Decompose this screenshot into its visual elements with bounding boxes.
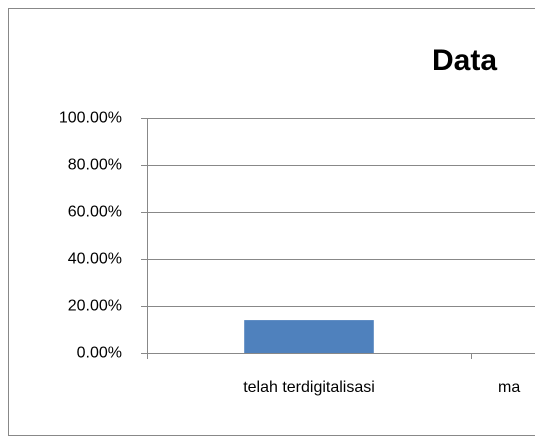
y-tick-label: 40.00% xyxy=(68,251,122,268)
chart-border xyxy=(8,8,535,436)
y-tick-label: 20.00% xyxy=(68,298,122,315)
y-tick-label: 100.00% xyxy=(59,110,122,127)
y-tick-label: 60.00% xyxy=(68,204,122,221)
y-tick-label: 80.00% xyxy=(68,157,122,174)
bar xyxy=(244,320,374,353)
y-tick-label: 0.00% xyxy=(77,345,122,362)
x-tick-label: telah terdigitalisasi xyxy=(243,379,375,396)
x-tick-label: ma xyxy=(498,379,520,396)
chart-title: Data xyxy=(432,44,497,77)
